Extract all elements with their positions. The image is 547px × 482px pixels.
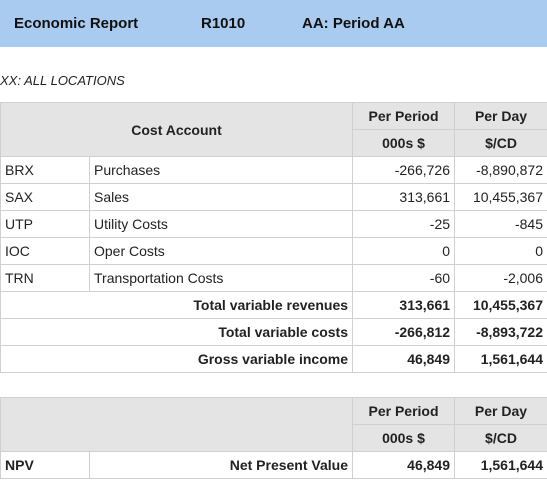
npv-name: Net Present Value [89, 451, 353, 479]
account-name: Oper Costs [88, 237, 354, 265]
account-code: IOC [0, 237, 90, 265]
account-name: Utility Costs [88, 210, 354, 238]
npv-per-day-header: Per Day [454, 397, 547, 425]
per-period-header: Per Period [352, 102, 456, 130]
npv-per-period-header: Per Period [352, 397, 455, 425]
per-period-value: -25 [352, 210, 456, 238]
npv-table: Per Period Per Day 000s $ $/CD NPV Net P… [0, 397, 547, 479]
total-row: Total variable revenues 313,661 10,455,3… [0, 291, 547, 319]
npv-code: NPV [0, 451, 90, 479]
total-label: Gross variable income [0, 345, 354, 373]
per-day-value: 0 [454, 237, 547, 265]
per-day-value: -8,890,872 [454, 156, 547, 184]
total-per-day: -8,893,722 [454, 318, 547, 346]
location-subtitle: XX: ALL LOCATIONS [0, 73, 125, 88]
per-period-value: -60 [352, 264, 456, 292]
table-row: TRN Transportation Costs -60 -2,006 [0, 264, 547, 292]
npv-header-blank [0, 397, 353, 452]
account-code: BRX [0, 156, 90, 184]
npv-row: NPV Net Present Value 46,849 1,561,644 [0, 451, 547, 479]
per-day-value: 10,455,367 [454, 183, 547, 211]
total-per-period: -266,812 [352, 318, 456, 346]
per-period-value: -266,726 [352, 156, 456, 184]
table-row: BRX Purchases -266,726 -8,890,872 [0, 156, 547, 184]
total-per-period: 46,849 [352, 345, 456, 373]
total-per-day: 1,561,644 [454, 345, 547, 373]
report-period: AA: Period AA [302, 15, 405, 32]
report-title: Economic Report [14, 15, 139, 32]
total-row: Gross variable income 46,849 1,561,644 [0, 345, 547, 373]
cost-account-header: Cost Account [0, 102, 354, 157]
per-period-unit: 000s $ [352, 129, 456, 157]
per-day-value: -845 [454, 210, 547, 238]
total-per-day: 10,455,367 [454, 291, 547, 319]
total-label: Total variable costs [0, 318, 354, 346]
account-code: UTP [0, 210, 90, 238]
table-row: SAX Sales 313,661 10,455,367 [0, 183, 547, 211]
account-code: SAX [0, 183, 90, 211]
total-row: Total variable costs -266,812 -8,893,722 [0, 318, 547, 346]
account-code: TRN [0, 264, 90, 292]
account-name: Purchases [88, 156, 354, 184]
per-period-value: 0 [352, 237, 456, 265]
total-per-period: 313,661 [352, 291, 456, 319]
table-row: UTP Utility Costs -25 -845 [0, 210, 547, 238]
per-day-header: Per Day [454, 102, 547, 130]
npv-per-day: 1,561,644 [454, 451, 547, 479]
per-day-unit: $/CD [454, 129, 547, 157]
report-code: R1010 [201, 15, 246, 32]
per-period-value: 313,661 [352, 183, 456, 211]
account-name: Transportation Costs [88, 264, 354, 292]
table-row: IOC Oper Costs 0 0 [0, 237, 547, 265]
npv-per-period-unit: 000s $ [352, 424, 455, 452]
account-name: Sales [88, 183, 354, 211]
total-label: Total variable revenues [0, 291, 354, 319]
per-day-value: -2,006 [454, 264, 547, 292]
report-header: Economic Report R1010 AA: Period AA [0, 0, 547, 47]
npv-per-day-unit: $/CD [454, 424, 547, 452]
npv-per-period: 46,849 [352, 451, 455, 479]
cost-account-table: Cost Account Per Period Per Day 000s $ $… [0, 102, 547, 373]
